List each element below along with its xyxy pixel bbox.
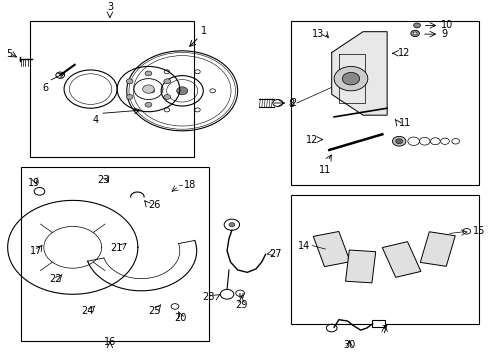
Text: 5: 5 [6, 49, 12, 59]
Text: 11: 11 [319, 165, 331, 175]
Text: 17: 17 [30, 247, 42, 256]
Text: 9: 9 [440, 29, 447, 39]
Text: 22: 22 [49, 274, 61, 284]
Text: 27: 27 [269, 249, 282, 258]
Text: 28: 28 [202, 292, 215, 302]
Circle shape [412, 32, 416, 35]
Text: 18: 18 [183, 180, 196, 190]
Text: 21: 21 [110, 243, 122, 253]
Bar [30, 21, 194, 157]
Text: 2: 2 [290, 98, 296, 108]
Polygon shape [331, 32, 386, 115]
Text: 14: 14 [298, 240, 310, 251]
Circle shape [145, 102, 151, 107]
Text: 19: 19 [28, 179, 40, 189]
Circle shape [142, 85, 154, 93]
Text: 29: 29 [235, 300, 247, 310]
Circle shape [145, 71, 151, 76]
Text: 13: 13 [311, 29, 323, 39]
Bar [20, 167, 208, 341]
Circle shape [395, 139, 402, 144]
Circle shape [413, 23, 420, 28]
Polygon shape [419, 232, 454, 266]
Circle shape [176, 87, 187, 95]
Circle shape [333, 67, 367, 91]
Text: 20: 20 [174, 312, 186, 323]
Text: 26: 26 [148, 200, 161, 210]
Text: 3: 3 [106, 1, 113, 12]
Bar [371, 320, 384, 327]
Text: 23: 23 [97, 175, 110, 185]
Text: 12: 12 [305, 135, 318, 145]
Circle shape [228, 222, 234, 227]
Circle shape [392, 136, 405, 146]
Polygon shape [382, 242, 420, 277]
Text: 6: 6 [42, 83, 49, 93]
Text: 7: 7 [381, 325, 387, 335]
Text: 10: 10 [440, 21, 452, 31]
Circle shape [163, 79, 170, 84]
Circle shape [126, 79, 133, 84]
Text: 15: 15 [472, 226, 485, 236]
Circle shape [410, 30, 419, 37]
Circle shape [163, 94, 170, 99]
Text: 24: 24 [81, 306, 93, 316]
Polygon shape [313, 231, 349, 267]
Bar [290, 195, 478, 324]
Text: 12: 12 [397, 48, 409, 58]
Text: 30: 30 [343, 340, 355, 350]
Text: 11: 11 [398, 118, 410, 128]
Text: 25: 25 [148, 306, 161, 316]
Circle shape [342, 72, 359, 85]
Text: 4: 4 [92, 115, 98, 125]
Text: 1: 1 [200, 26, 206, 36]
Text: 16: 16 [103, 337, 116, 347]
Text: 8: 8 [288, 99, 294, 109]
Bar [290, 21, 478, 185]
Circle shape [126, 94, 133, 99]
Polygon shape [345, 250, 375, 283]
